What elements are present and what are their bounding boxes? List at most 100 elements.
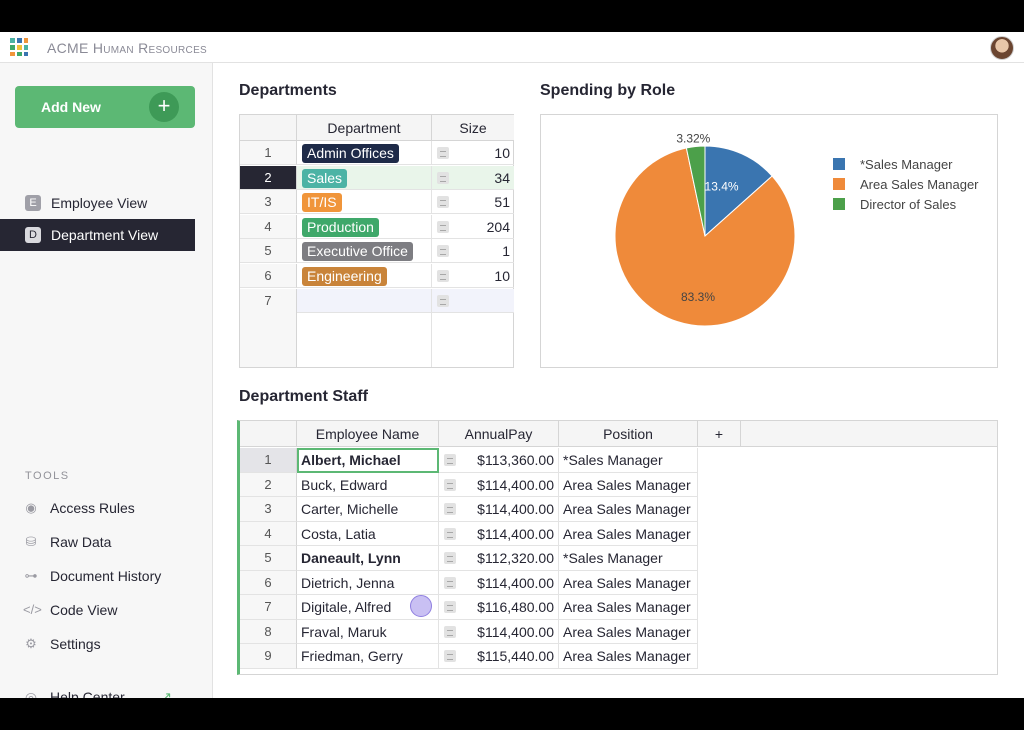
department-cell[interactable]	[297, 288, 432, 313]
reference-icon[interactable]	[444, 454, 456, 466]
size-cell[interactable]: 51	[432, 190, 514, 215]
staff-table: Employee Name AnnualPay Position + 1 Albe…	[237, 420, 998, 675]
employee-name-cell[interactable]: Costa, Latia	[297, 521, 439, 546]
reference-icon[interactable]	[444, 503, 456, 515]
reference-icon[interactable]	[444, 650, 456, 662]
row-number[interactable]: 7	[240, 288, 297, 313]
row-number[interactable]: 2	[240, 472, 297, 497]
position-cell[interactable]: Area Sales Manager	[559, 472, 698, 497]
staff-title: Department Staff	[239, 388, 368, 405]
annual-pay-cell[interactable]: $115,440.00	[439, 644, 559, 669]
department-cell[interactable]: Admin Offices	[297, 141, 432, 165]
employee-name-cell[interactable]: Dietrich, Jenna	[297, 570, 439, 595]
reference-icon[interactable]	[437, 147, 449, 159]
size-cell[interactable]: 10	[432, 264, 514, 288]
column-header-employee-name[interactable]: Employee Name	[297, 421, 439, 447]
employee-name-cell[interactable]: Fraval, Maruk	[297, 619, 439, 644]
column-header-size[interactable]: Size	[432, 115, 514, 141]
annual-pay-cell[interactable]: $114,400.00	[439, 521, 559, 546]
reference-icon[interactable]	[437, 245, 449, 258]
reference-icon[interactable]	[444, 601, 456, 613]
reference-icon[interactable]	[444, 625, 456, 638]
pie-chart: 13.4% 83.3% 3.32% *Sales Manager Area Sales …	[614, 132, 979, 327]
reference-icon[interactable]	[437, 220, 449, 233]
department-cell[interactable]: Engineering	[297, 264, 432, 288]
reference-icon[interactable]	[437, 294, 449, 307]
pie-slice-area-sales-manager[interactable]	[614, 147, 796, 327]
employee-name-cell[interactable]: Digitale, Alfred	[297, 595, 439, 620]
size-cell[interactable]: 10	[432, 141, 514, 165]
tool-document-history[interactable]: ⊶ Document History	[0, 562, 213, 590]
position-cell[interactable]: *Sales Manager	[559, 448, 698, 473]
position-cell[interactable]: *Sales Manager	[559, 546, 698, 571]
reference-icon[interactable]	[444, 527, 456, 540]
position-cell[interactable]: Area Sales Manager	[559, 595, 698, 620]
position-cell[interactable]: Area Sales Manager	[559, 619, 698, 644]
position-cell[interactable]: Area Sales Manager	[559, 570, 698, 595]
tool-access-rules[interactable]: ◉ Access Rules	[0, 494, 213, 522]
help-center-link[interactable]: ◎ Help Center ↗	[0, 683, 213, 698]
department-cell[interactable]: Executive Office	[297, 239, 432, 264]
size-cell[interactable]	[432, 288, 514, 313]
tool-settings[interactable]: ⚙ Settings	[0, 630, 213, 658]
annual-pay-cell[interactable]: $114,400.00	[439, 497, 559, 522]
add-column-button[interactable]: +	[698, 421, 741, 447]
departments-title: Departments	[239, 82, 337, 99]
row-number[interactable]: 5	[240, 546, 297, 571]
employee-name-cell[interactable]: Albert, Michael	[297, 448, 439, 473]
department-cell[interactable]: Sales	[297, 165, 432, 190]
row-number[interactable]: 7	[240, 595, 297, 620]
tool-raw-data[interactable]: ⛁ Raw Data	[0, 528, 213, 556]
department-cell[interactable]: IT/IS	[297, 190, 432, 215]
reference-icon[interactable]	[444, 576, 456, 589]
legend-swatch	[833, 198, 845, 210]
annual-pay-cell[interactable]: $116,480.00	[439, 595, 559, 620]
row-number[interactable]: 8	[240, 619, 297, 644]
department-cell[interactable]: Production	[297, 214, 432, 239]
plus-icon: +	[149, 92, 179, 122]
user-avatar[interactable]	[990, 36, 1014, 60]
reference-icon[interactable]	[444, 552, 456, 564]
size-cell[interactable]: 1	[432, 239, 514, 264]
position-cell[interactable]: Area Sales Manager	[559, 497, 698, 522]
reference-icon[interactable]	[444, 478, 456, 491]
reference-icon[interactable]	[437, 196, 449, 209]
employee-name-cell[interactable]: Daneault, Lynn	[297, 546, 439, 571]
position-cell[interactable]: Area Sales Manager	[559, 644, 698, 669]
annual-pay-cell[interactable]: $114,400.00	[439, 570, 559, 595]
annual-pay-cell[interactable]: $112,320.00	[439, 546, 559, 571]
reference-icon[interactable]	[437, 171, 449, 184]
annual-pay-cell[interactable]: $113,360.00	[439, 448, 559, 473]
pie-slice-director-of-sales[interactable]	[685, 145, 706, 237]
pie-slice-sales-manager[interactable]	[704, 145, 773, 238]
column-header-annualpay[interactable]: AnnualPay	[439, 421, 559, 447]
row-number[interactable]: 6	[240, 570, 297, 595]
row-number[interactable]: 4	[240, 521, 297, 546]
row-number[interactable]: 6	[240, 264, 297, 288]
annual-pay-cell[interactable]: $114,400.00	[439, 472, 559, 497]
row-number[interactable]: 9	[240, 644, 297, 669]
row-number[interactable]: 2	[240, 165, 297, 190]
annual-pay-cell[interactable]: $114,400.00	[439, 619, 559, 644]
eye-icon: ◉	[25, 500, 37, 515]
row-number[interactable]: 1	[240, 448, 297, 473]
row-number[interactable]: 3	[240, 190, 297, 215]
employee-name-cell[interactable]: Friedman, Gerry	[297, 644, 439, 669]
reference-icon[interactable]	[437, 270, 449, 282]
column-header-position[interactable]: Position	[559, 421, 698, 447]
external-link-icon[interactable]: ↗	[161, 689, 172, 699]
column-header-department[interactable]: Department	[297, 115, 432, 141]
tool-code-view[interactable]: </> Code View	[0, 596, 213, 624]
row-number[interactable]: 3	[240, 497, 297, 522]
page-employee-view[interactable]: E Employee View	[0, 187, 195, 219]
size-cell[interactable]: 34	[432, 165, 514, 190]
row-number[interactable]: 1	[240, 141, 297, 165]
employee-name-cell[interactable]: Carter, Michelle	[297, 497, 439, 522]
size-cell[interactable]: 204	[432, 215, 514, 239]
add-new-button[interactable]: Add New +	[15, 86, 195, 128]
page-department-view[interactable]: D Department View	[0, 219, 195, 251]
row-number[interactable]: 5	[240, 239, 297, 264]
employee-name-cell[interactable]: Buck, Edward	[297, 472, 439, 497]
position-cell[interactable]: Area Sales Manager	[559, 521, 698, 546]
row-number[interactable]: 4	[240, 214, 297, 239]
